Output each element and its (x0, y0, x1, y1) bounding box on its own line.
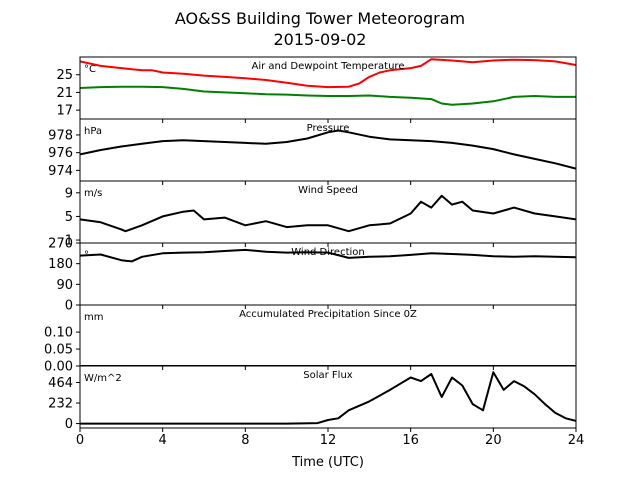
panel-5: 0.00 0.05 0.10 Accumulated Precipitation Si… (44, 304, 577, 375)
panel-2-series-1-line (80, 129, 576, 170)
x-tick-label: 12 (320, 433, 337, 448)
panel-6-series-1-line (80, 371, 576, 425)
panel-5-ytick-label: 0.10 (44, 326, 73, 341)
panel-1-ytick-label: 25 (56, 68, 73, 83)
panel-3-ytick-label: 9 (65, 186, 73, 201)
panel-1-series-1-line (80, 58, 576, 89)
x-axis: 0 4 8 12 16 20 24 (76, 433, 584, 448)
x-tick-label: 0 (76, 433, 84, 448)
panel-2-ytick-label: 976 (48, 146, 73, 161)
panel-6-title: Solar Flux (303, 370, 353, 381)
x-tick-label: 24 (568, 433, 585, 448)
panel-4: 0 90 180 270 Wind Direction ° (48, 237, 577, 314)
panel-6: 0 232 464 Solar Flux W/m^2 (48, 365, 577, 432)
panel-5-unit: mm (84, 312, 103, 323)
x-tick-label: 20 (485, 433, 502, 448)
panel-2-ytick-label: 978 (48, 128, 73, 143)
panel-3-title: Wind Speed (298, 185, 358, 196)
panel-3: 1 5 9 Wind Speed m/s (65, 180, 577, 249)
panel-1-ytick-label: 21 (56, 86, 73, 101)
panel-6-unit: W/m^2 (84, 373, 122, 384)
panel-5-ytick-label: 0.00 (44, 360, 73, 375)
panel-6-ytick-label: 232 (48, 397, 73, 412)
panel-1-series-2-line (80, 85, 576, 106)
panel-4-ytick-label: 270 (48, 237, 73, 252)
panel-2-title: Pressure (307, 123, 350, 134)
panel-3-series-1-line (80, 194, 576, 233)
panel-3-ytick-label: 1 (65, 234, 73, 249)
panel-4-series-1-line (80, 248, 576, 263)
panel-4-unit: ° (84, 250, 89, 261)
panel-4-ytick-label: 90 (56, 278, 73, 293)
panel-3-unit: m/s (84, 188, 102, 199)
panel-6-ytick-label: 464 (48, 376, 73, 391)
panel-2-unit: hPa (84, 126, 102, 137)
panel-1-title: Air and Dewpoint Temperature (252, 61, 405, 72)
panel-3-ytick-label: 5 (65, 210, 73, 225)
figure-title-line1: AO&SS Building Tower Meteorogram (175, 9, 465, 28)
panel-2: 974 976 978 Pressure hPa (48, 118, 577, 185)
panel-6-ytick-label: 0 (65, 417, 73, 432)
panel-1-unit: °C (84, 64, 96, 75)
x-tick-label: 4 (159, 433, 167, 448)
x-axis-label: Time (UTC) (291, 455, 364, 470)
panel-1-ytick-label: 17 (56, 104, 73, 119)
panel-4-ytick-label: 0 (65, 299, 73, 314)
panel-5-ytick-label: 0.05 (44, 343, 73, 358)
panel-1: 17 21 25 Air and Dewpoint Temperature °C (56, 56, 577, 123)
panel-5-title: Accumulated Precipitation Since 0Z (239, 309, 417, 320)
panel-2-ytick-label: 974 (48, 164, 73, 179)
x-tick-label: 8 (241, 433, 249, 448)
panel-4-title: Wind Direction (291, 247, 365, 258)
panel-4-ytick-label: 180 (48, 257, 73, 272)
figure-title-line2: 2015-09-02 (274, 30, 367, 49)
x-tick-label: 16 (402, 433, 419, 448)
